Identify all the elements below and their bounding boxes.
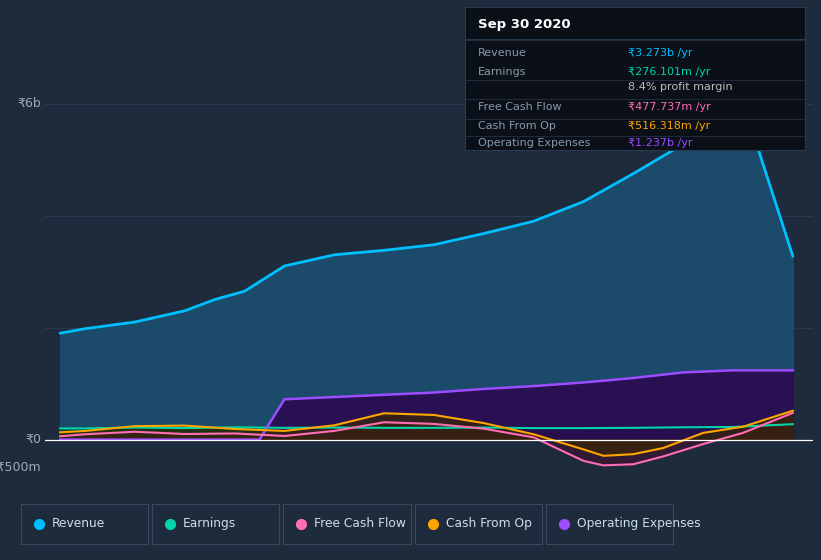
Text: ₹1.237b /yr: ₹1.237b /yr <box>628 138 692 148</box>
Text: Operating Expenses: Operating Expenses <box>577 517 701 530</box>
Text: -₹500m: -₹500m <box>0 461 41 474</box>
Text: ₹6b: ₹6b <box>17 97 41 110</box>
Text: Earnings: Earnings <box>183 517 236 530</box>
Text: Cash From Op: Cash From Op <box>479 121 556 131</box>
Text: Free Cash Flow: Free Cash Flow <box>314 517 406 530</box>
Text: ₹0: ₹0 <box>25 433 41 446</box>
Text: ₹3.273b /yr: ₹3.273b /yr <box>628 48 692 58</box>
Text: 8.4% profit margin: 8.4% profit margin <box>628 82 732 92</box>
Text: Free Cash Flow: Free Cash Flow <box>479 102 562 112</box>
Text: ₹477.737m /yr: ₹477.737m /yr <box>628 102 711 112</box>
Text: Revenue: Revenue <box>52 517 105 530</box>
Text: Revenue: Revenue <box>479 48 527 58</box>
Text: Cash From Op: Cash From Op <box>446 517 532 530</box>
Text: Sep 30 2020: Sep 30 2020 <box>479 18 571 31</box>
Text: ₹516.318m /yr: ₹516.318m /yr <box>628 121 710 131</box>
Text: ₹276.101m /yr: ₹276.101m /yr <box>628 67 710 77</box>
Text: Earnings: Earnings <box>479 67 527 77</box>
Text: Operating Expenses: Operating Expenses <box>479 138 590 148</box>
